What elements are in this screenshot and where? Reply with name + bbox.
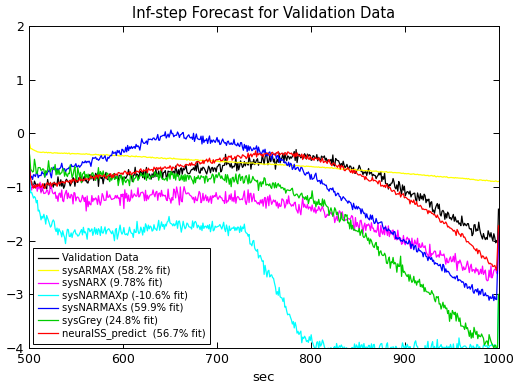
Line: neuralSS_predict  (56.7% fit): neuralSS_predict (56.7% fit) (29, 151, 499, 270)
sysNARX (9.78% fit) (484, 278, 490, 283)
neuralSS_predict  (56.7% fit) (253, 149, 259, 153)
sysARMAX (58.2% fit) (25, 139, 32, 144)
Validation Data (25, 165, 32, 170)
Validation Data (485, 229, 491, 233)
sysNARMAXp (-10.6% fit) (485, 348, 491, 353)
sysNARMAXp (-10.6% fit) (252, 246, 258, 250)
Title: Inf-step Forecast for Validation Data: Inf-step Forecast for Validation Data (132, 5, 395, 21)
sysARMAX (58.2% fit) (249, 161, 255, 165)
sysGrey (24.8% fit) (305, 201, 311, 206)
neuralSS_predict  (56.7% fit) (252, 152, 258, 157)
sysNARMAXp (-10.6% fit) (280, 299, 286, 304)
sysNARMAXs (59.9% fit) (25, 158, 32, 163)
Validation Data (306, 152, 313, 157)
sysNARMAXs (59.9% fit) (253, 146, 259, 151)
sysGrey (24.8% fit) (25, 147, 32, 151)
Validation Data (293, 147, 299, 152)
sysGrey (24.8% fit) (249, 178, 255, 183)
sysGrey (24.8% fit) (411, 274, 417, 279)
Legend: Validation Data, sysARMAX (58.2% fit), sysNARX (9.78% fit), sysNARMAXp (-10.6% f: Validation Data, sysARMAX (58.2% fit), s… (33, 248, 211, 344)
neuralSS_predict  (56.7% fit) (485, 260, 491, 264)
sysNARX (9.78% fit) (252, 199, 258, 204)
Validation Data (496, 207, 502, 211)
Validation Data (249, 160, 255, 164)
sysNARMAXs (59.9% fit) (306, 172, 313, 176)
neuralSS_predict  (56.7% fit) (496, 223, 502, 228)
sysNARX (9.78% fit) (496, 237, 502, 242)
sysNARX (9.78% fit) (411, 243, 417, 248)
Validation Data (252, 162, 258, 167)
neuralSS_predict  (56.7% fit) (25, 160, 32, 165)
Line: sysARMAX (58.2% fit): sysARMAX (58.2% fit) (29, 141, 499, 182)
sysARMAX (58.2% fit) (305, 164, 311, 168)
sysNARMAXp (-10.6% fit) (323, 351, 329, 356)
neuralSS_predict  (56.7% fit) (249, 154, 255, 159)
sysNARMAXs (59.9% fit) (281, 160, 287, 164)
sysGrey (24.8% fit) (496, 292, 502, 297)
sysGrey (24.8% fit) (252, 178, 258, 183)
Line: sysGrey (24.8% fit): sysGrey (24.8% fit) (29, 149, 499, 351)
sysGrey (24.8% fit) (280, 185, 286, 190)
sysARMAX (58.2% fit) (496, 179, 502, 184)
sysARMAX (58.2% fit) (411, 172, 417, 176)
sysARMAX (58.2% fit) (280, 163, 286, 167)
sysGrey (24.8% fit) (493, 348, 500, 353)
Line: sysNARX (9.78% fit): sysNARX (9.78% fit) (29, 155, 499, 281)
sysGrey (24.8% fit) (484, 339, 490, 343)
sysARMAX (58.2% fit) (484, 178, 490, 183)
sysNARMAXs (59.9% fit) (496, 230, 502, 234)
Validation Data (495, 241, 501, 245)
neuralSS_predict  (56.7% fit) (281, 153, 287, 158)
Validation Data (280, 151, 286, 156)
sysNARX (9.78% fit) (305, 207, 311, 211)
sysARMAX (58.2% fit) (252, 161, 258, 166)
neuralSS_predict  (56.7% fit) (493, 268, 500, 273)
Line: Validation Data: Validation Data (29, 149, 499, 243)
sysNARMAXp (-10.6% fit) (496, 294, 502, 299)
sysNARX (9.78% fit) (280, 197, 286, 202)
sysNARX (9.78% fit) (249, 199, 255, 204)
sysARMAX (58.2% fit) (495, 179, 501, 184)
sysNARMAXs (59.9% fit) (485, 293, 491, 298)
neuralSS_predict  (56.7% fit) (306, 157, 313, 162)
sysNARMAXs (59.9% fit) (412, 244, 418, 248)
sysNARX (9.78% fit) (485, 278, 491, 283)
sysNARMAXs (59.9% fit) (491, 298, 497, 303)
neuralSS_predict  (56.7% fit) (412, 202, 418, 206)
Validation Data (412, 191, 418, 195)
Line: sysNARMAXp (-10.6% fit): sysNARMAXp (-10.6% fit) (29, 158, 499, 353)
sysNARX (9.78% fit) (25, 152, 32, 157)
Line: sysNARMAXs (59.9% fit): sysNARMAXs (59.9% fit) (29, 130, 499, 301)
sysNARMAXp (-10.6% fit) (25, 156, 32, 160)
sysNARMAXs (59.9% fit) (250, 147, 256, 152)
sysNARMAXs (59.9% fit) (168, 128, 174, 132)
X-axis label: sec: sec (252, 371, 275, 385)
sysNARMAXp (-10.6% fit) (412, 340, 418, 345)
sysNARMAXp (-10.6% fit) (249, 243, 255, 248)
sysNARMAXp (-10.6% fit) (305, 340, 311, 345)
